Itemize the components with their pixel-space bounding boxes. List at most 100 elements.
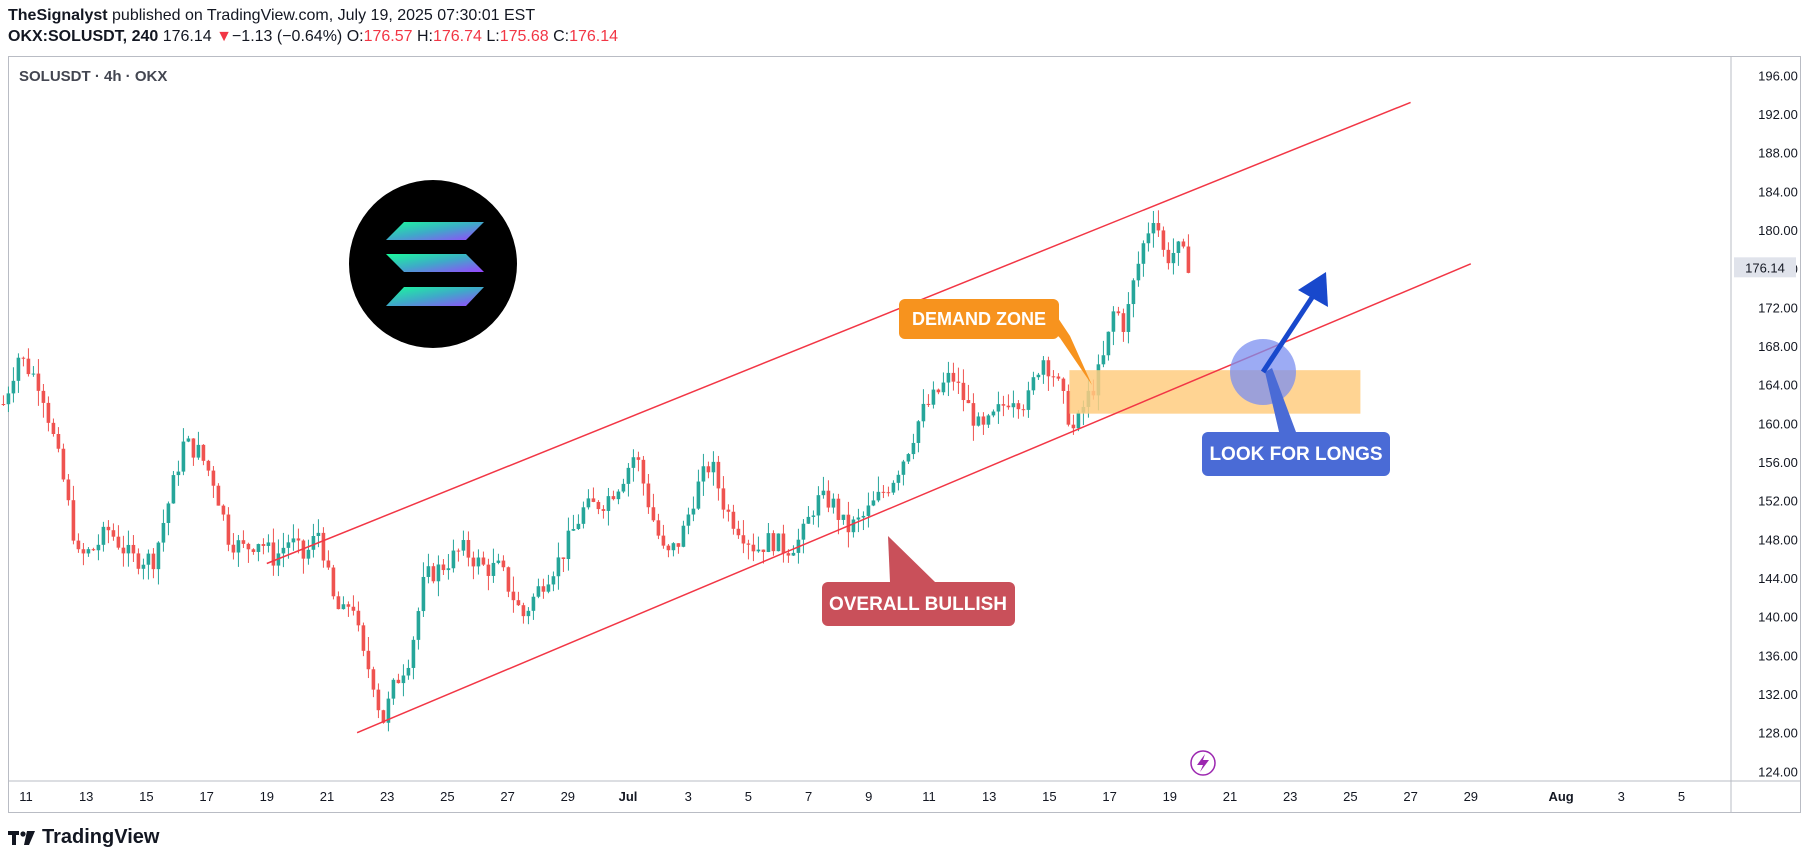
candle-body (496, 560, 501, 563)
lightning-icon[interactable] (1190, 750, 1216, 776)
candle-body (951, 372, 956, 382)
ohlc-line: OKX:SOLUSDT, 240 176.14 ▼−1.13 (−0.64%) … (8, 27, 618, 46)
candle-body (691, 508, 696, 515)
x-tick-label: 27 (500, 789, 514, 804)
candle-body (91, 549, 96, 551)
candle-body (356, 610, 361, 626)
candle-body (656, 520, 661, 536)
candle-body (271, 542, 276, 566)
candle-body (361, 625, 366, 651)
candle-body (421, 576, 426, 612)
candle-body (226, 514, 231, 545)
candle-body (1076, 412, 1081, 429)
high-label: H: (416, 28, 433, 45)
candle-body (186, 438, 191, 442)
overall-bullish-label: OVERALL BULLISH (829, 594, 1007, 615)
candle-body (66, 479, 71, 501)
demand-zone-label: DEMAND ZONE (912, 309, 1046, 329)
candle-body (571, 529, 576, 531)
candle-body (1111, 311, 1116, 332)
candle-body (1121, 313, 1126, 332)
candle-body (146, 553, 151, 565)
candle-body (686, 514, 691, 526)
bullish-callout-pointer (888, 536, 935, 582)
candle-body (976, 416, 981, 426)
candle-body (886, 492, 891, 494)
candle-body (166, 503, 171, 523)
candle-body (701, 466, 706, 482)
candle-body (626, 467, 631, 484)
candle-body (116, 536, 121, 548)
candle-body (121, 547, 126, 554)
candle-body (636, 457, 641, 460)
candle-body (966, 400, 971, 404)
x-tick-label: 13 (79, 789, 93, 804)
candle-body (341, 604, 346, 610)
candle-body (986, 415, 991, 425)
open-label: O: (346, 28, 364, 45)
candle-body (471, 557, 476, 567)
candle-body (646, 483, 651, 508)
candle-body (596, 501, 601, 510)
candle-body (411, 639, 416, 668)
close-label: C: (553, 28, 570, 45)
candle-body (346, 604, 351, 607)
candle-body (26, 358, 31, 375)
candle-body (196, 444, 201, 458)
author-name[interactable]: TheSignalyst (8, 7, 108, 24)
candle-body (1176, 241, 1181, 253)
demand-zone-label-box (899, 299, 1059, 339)
candle-body (1136, 263, 1141, 281)
candle-body (751, 544, 756, 552)
candle-body (831, 498, 836, 508)
candle-body (576, 523, 581, 530)
candle-body (931, 389, 936, 405)
open-value: 176.57 (363, 28, 413, 45)
candle-body (786, 553, 791, 556)
candle-body (871, 500, 876, 506)
candle-body (336, 596, 341, 610)
x-tick-label: 21 (320, 789, 334, 804)
candle-body (1181, 241, 1186, 247)
candle-body (401, 675, 406, 684)
candle-body (36, 373, 41, 391)
tradingview-footer[interactable]: TradingView (8, 826, 159, 849)
x-tick-label: 27 (1403, 789, 1417, 804)
x-tick-label: 15 (139, 789, 153, 804)
candle-body (961, 382, 966, 401)
channel-upper-line (266, 101, 1411, 565)
close-value: 176.14 (569, 28, 619, 45)
candle-body (1, 404, 6, 405)
candle-body (541, 586, 546, 592)
candle-body (96, 544, 101, 551)
candle-body (41, 390, 46, 403)
candle-body (316, 532, 321, 536)
candle-body (991, 411, 996, 416)
candle-body (716, 461, 721, 489)
candle-body (1101, 355, 1106, 365)
y-tick-label: 140.00 (1758, 610, 1798, 625)
candle-body (351, 606, 356, 611)
candle-body (1066, 390, 1071, 425)
candle-body (1166, 249, 1171, 264)
y-tick-label: 184.00 (1758, 184, 1798, 199)
candle-body (221, 505, 226, 515)
candle-body (311, 535, 316, 550)
candle-body (1011, 403, 1016, 408)
candle-body (1156, 223, 1161, 231)
candle-body (756, 549, 761, 552)
candle-body (741, 535, 746, 544)
chart-frame[interactable] (8, 56, 1801, 813)
candle-body (251, 549, 256, 552)
candle-body (321, 532, 326, 561)
candle-body (1161, 230, 1166, 250)
candle-body (386, 698, 391, 723)
last-price: 176.14 (162, 28, 212, 45)
x-tick-label: 13 (982, 789, 996, 804)
x-tick-label: 5 (1678, 789, 1685, 804)
candle-body (601, 509, 606, 511)
look-for-longs-label: LOOK FOR LONGS (1209, 444, 1382, 465)
candle-body (651, 507, 656, 521)
candle-body (1131, 280, 1136, 305)
